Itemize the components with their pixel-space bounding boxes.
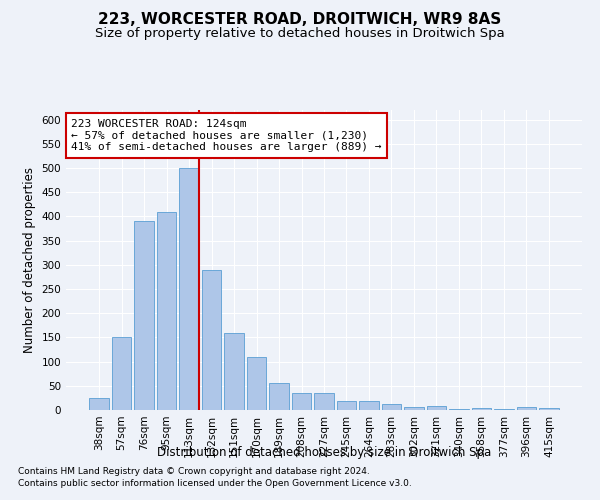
Bar xyxy=(427,406,446,410)
Text: Size of property relative to detached houses in Droitwich Spa: Size of property relative to detached ho… xyxy=(95,28,505,40)
Bar xyxy=(89,398,109,410)
Bar xyxy=(247,357,266,410)
Text: Contains HM Land Registry data © Crown copyright and database right 2024.: Contains HM Land Registry data © Crown c… xyxy=(18,467,370,476)
Bar xyxy=(337,402,356,410)
Bar xyxy=(359,402,379,410)
Bar xyxy=(472,408,491,410)
Bar xyxy=(494,408,514,410)
Bar xyxy=(314,393,334,410)
Bar xyxy=(449,408,469,410)
Bar xyxy=(404,406,424,410)
Bar xyxy=(202,270,221,410)
Bar xyxy=(157,212,176,410)
Bar xyxy=(269,384,289,410)
Bar xyxy=(382,404,401,410)
Bar xyxy=(179,168,199,410)
Y-axis label: Number of detached properties: Number of detached properties xyxy=(23,167,36,353)
Bar xyxy=(292,393,311,410)
Bar xyxy=(517,406,536,410)
Bar xyxy=(134,222,154,410)
Bar xyxy=(224,332,244,410)
Bar xyxy=(112,338,131,410)
Text: 223 WORCESTER ROAD: 124sqm
← 57% of detached houses are smaller (1,230)
41% of s: 223 WORCESTER ROAD: 124sqm ← 57% of deta… xyxy=(71,119,382,152)
Text: 223, WORCESTER ROAD, DROITWICH, WR9 8AS: 223, WORCESTER ROAD, DROITWICH, WR9 8AS xyxy=(98,12,502,28)
Bar xyxy=(539,408,559,410)
Text: Distribution of detached houses by size in Droitwich Spa: Distribution of detached houses by size … xyxy=(157,446,491,459)
Text: Contains public sector information licensed under the Open Government Licence v3: Contains public sector information licen… xyxy=(18,478,412,488)
